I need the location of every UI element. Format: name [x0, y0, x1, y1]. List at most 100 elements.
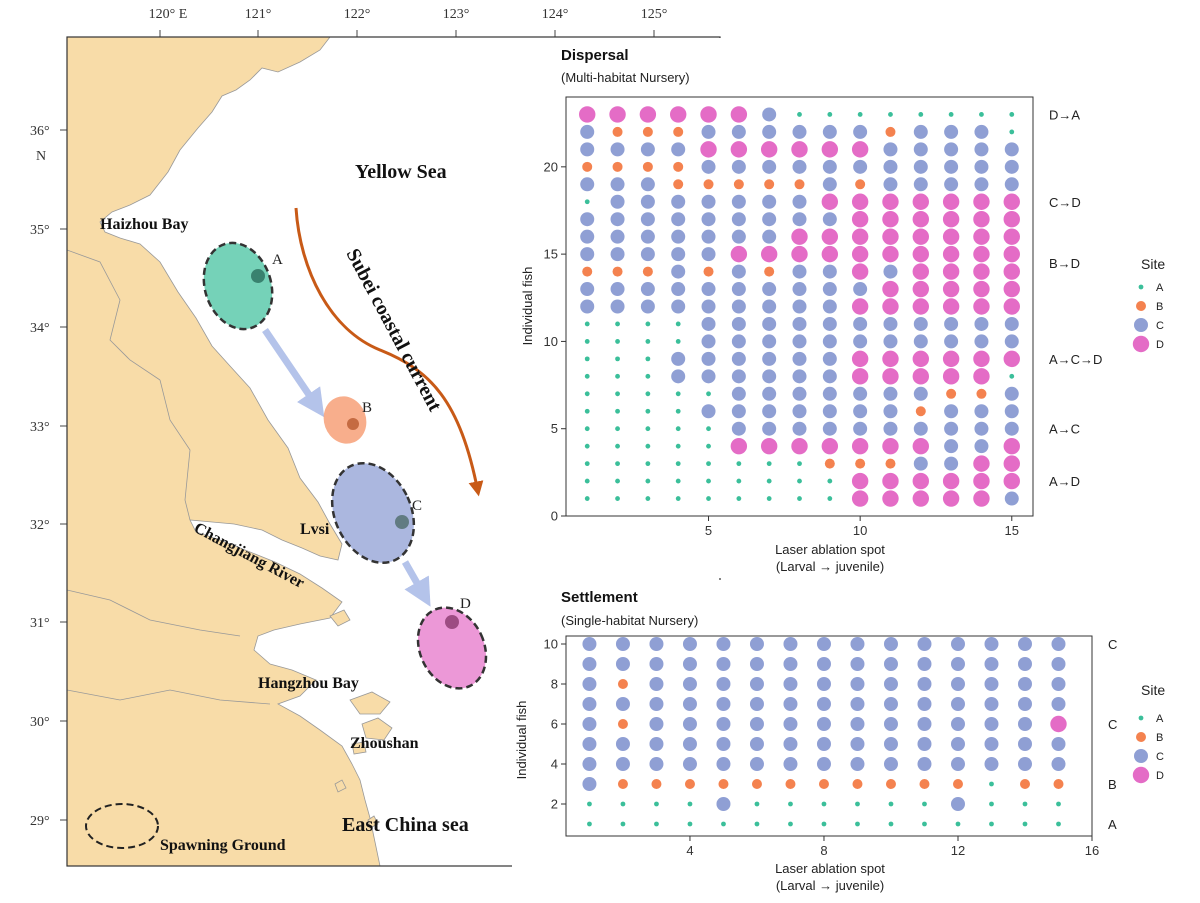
data-point-site-C	[1017, 637, 1032, 651]
data-point-site-C	[974, 177, 989, 192]
data-point-site-A	[645, 496, 651, 501]
annotation-label: C→D	[1049, 195, 1081, 210]
data-point-site-D	[942, 228, 960, 245]
data-point-site-A	[645, 426, 651, 432]
settlement-x-axis: 4 8 12 16	[686, 836, 1099, 858]
data-point-site-A	[706, 443, 711, 449]
data-point-site-B	[764, 266, 775, 277]
data-point-site-C	[731, 421, 746, 436]
data-point-site-D	[851, 141, 869, 158]
data-point-site-A	[706, 496, 711, 501]
data-point-site-B	[1053, 779, 1064, 789]
data-point-site-B	[642, 126, 653, 137]
annotation-label: C	[1108, 717, 1117, 732]
site-b-label: B	[362, 400, 372, 416]
data-point-site-A	[584, 408, 590, 414]
settlement-chart: Settlement (Single-habitat Nursery) 4 8 12…	[512, 580, 1200, 903]
y-tick-label: 6	[551, 717, 558, 732]
data-point-site-B	[642, 161, 653, 172]
annotation-label: A→C→D	[1049, 352, 1102, 367]
data-point-site-A	[1022, 821, 1028, 827]
data-point-site-C	[762, 159, 777, 174]
data-point-site-C	[883, 177, 898, 192]
data-point-site-C	[783, 637, 798, 651]
data-point-site-D	[851, 245, 869, 263]
data-point-site-A	[989, 781, 994, 787]
dispersal-arrow-ab	[262, 328, 325, 418]
data-point-site-C	[682, 637, 697, 651]
data-point-site-A	[736, 478, 742, 484]
settlement-subtitle: (Single-habitat Nursery)	[561, 613, 698, 628]
data-point-site-C	[913, 142, 928, 157]
data-point-site-C	[682, 717, 697, 731]
legend-key-site-C	[1134, 749, 1148, 763]
dispersal-title: Dispersal	[561, 47, 629, 64]
data-point-site-B	[673, 179, 684, 190]
data-point-site-D	[882, 368, 899, 385]
data-point-site-A	[584, 321, 590, 327]
data-point-site-B	[915, 406, 926, 417]
data-point-site-A	[888, 801, 894, 807]
lat-ticks: 36° N 35° 34° 33° 32° 31° 30° 29°	[30, 124, 50, 829]
data-point-site-B	[794, 179, 805, 190]
data-point-site-C	[913, 159, 928, 174]
data-point-site-D	[882, 245, 899, 263]
data-point-site-B	[952, 779, 963, 789]
data-point-site-A	[918, 112, 924, 117]
data-point-site-C	[749, 717, 764, 731]
data-point-site-D	[942, 280, 960, 298]
dispersal-x-axis: 5 10 15	[705, 516, 1019, 538]
data-point-site-C	[649, 717, 664, 731]
dispersal-points	[579, 106, 1020, 507]
data-point-site-C	[701, 194, 716, 209]
data-point-site-A	[888, 821, 894, 827]
data-point-site-A	[989, 821, 994, 827]
y-tick-label: 20	[544, 159, 558, 174]
data-point-site-D	[912, 193, 929, 210]
data-point-site-D	[1003, 298, 1020, 315]
data-point-site-A	[888, 112, 893, 117]
hangzhou-bay-label: Hangzhou Bay	[258, 675, 359, 692]
data-point-site-B	[885, 458, 896, 469]
data-point-site-C	[1004, 404, 1019, 419]
data-point-site-D	[882, 228, 899, 245]
data-point-site-D	[973, 193, 990, 210]
data-point-site-C	[913, 124, 928, 139]
settlement-xlabel: Laser ablation spot	[775, 861, 885, 876]
data-point-site-D	[942, 263, 960, 280]
annotation-label: B	[1108, 777, 1117, 792]
data-point-site-C	[582, 657, 597, 671]
data-point-site-C	[762, 124, 777, 139]
data-point-site-C	[816, 657, 831, 671]
data-point-site-A	[948, 112, 954, 117]
data-point-site-A	[788, 821, 793, 827]
data-point-site-D	[942, 298, 960, 315]
data-point-site-B	[642, 266, 653, 277]
annotation-label: C	[1108, 637, 1117, 652]
legend-key-site-A	[1138, 715, 1144, 721]
data-point-site-C	[850, 757, 865, 771]
data-point-site-C	[640, 212, 655, 227]
data-point-site-D	[1003, 437, 1020, 455]
data-point-site-C	[913, 177, 928, 192]
data-point-site-C	[640, 177, 655, 192]
data-point-site-D	[851, 350, 869, 368]
data-point-site-A	[766, 496, 772, 501]
data-point-site-D	[912, 368, 929, 385]
data-point-site-C	[944, 439, 959, 454]
data-point-site-B	[684, 779, 695, 789]
x-tick-label: 4	[686, 843, 693, 858]
data-point-site-C	[974, 159, 989, 174]
data-point-site-C	[883, 677, 898, 691]
data-point-site-A	[615, 391, 620, 397]
x-tick-label: 12	[951, 843, 965, 858]
data-point-site-C	[1004, 421, 1019, 436]
data-point-site-B	[651, 779, 662, 789]
data-point-site-C	[853, 334, 868, 349]
data-point-site-D	[882, 472, 899, 490]
data-point-site-C	[649, 697, 664, 711]
data-point-site-A	[615, 339, 620, 344]
data-point-site-C	[649, 677, 664, 691]
data-point-site-C	[950, 677, 965, 691]
data-point-site-C	[582, 737, 597, 751]
